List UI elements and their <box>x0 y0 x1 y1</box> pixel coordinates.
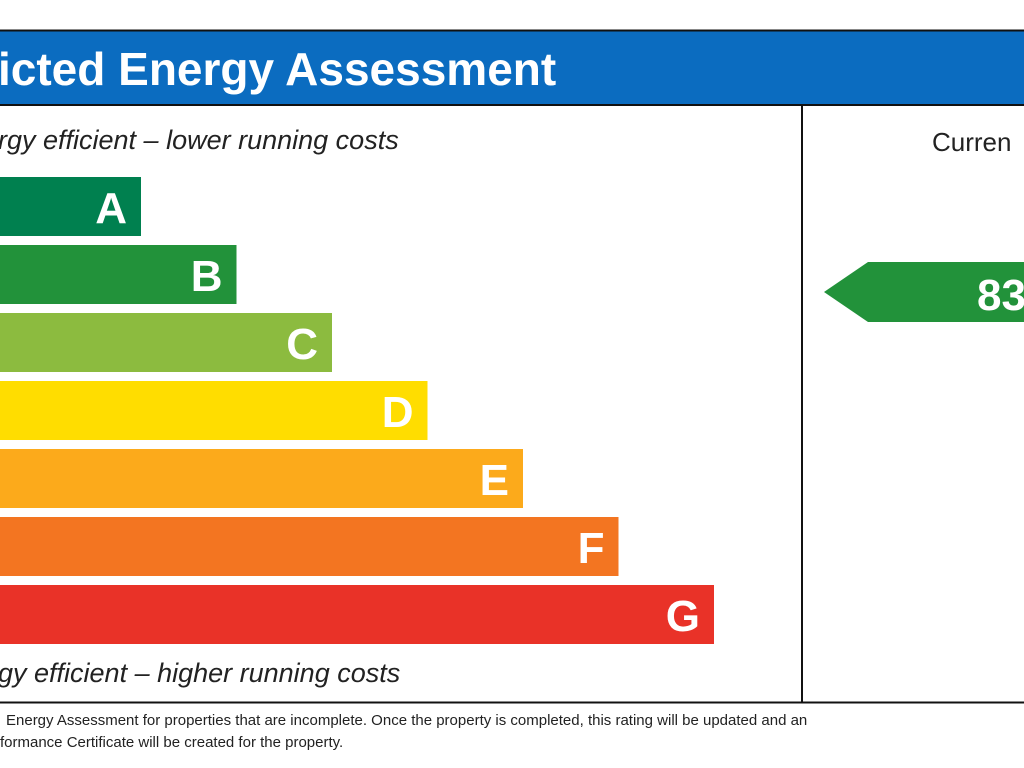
band-letter: A <box>95 184 127 233</box>
rating-band <box>0 245 237 304</box>
band-letter: F <box>578 524 605 573</box>
header-band <box>0 30 1024 105</box>
bottom-caption: gy efficient – higher running costs <box>0 658 400 688</box>
current-heading: Curren <box>932 127 1011 157</box>
band-letter: E <box>480 456 509 505</box>
rating-band <box>0 585 714 644</box>
rating-band <box>0 381 428 440</box>
rating-band <box>0 313 332 372</box>
rating-band <box>0 517 619 576</box>
rating-arrow <box>824 262 1024 322</box>
rating-value: 83 <box>977 271 1024 320</box>
band-letter: C <box>286 320 318 369</box>
rating-band <box>0 449 523 508</box>
title: icted Energy Assessment <box>0 43 556 95</box>
footer-line: formance Certificate will be created for… <box>0 734 343 751</box>
band-letter: B <box>191 252 223 301</box>
top-caption: rgy efficient – lower running costs <box>0 125 399 155</box>
band-letter: G <box>666 592 700 641</box>
band-letter: D <box>382 388 414 437</box>
footer-line: Energy Assessment for properties that ar… <box>6 712 807 729</box>
rating-band <box>0 177 141 236</box>
